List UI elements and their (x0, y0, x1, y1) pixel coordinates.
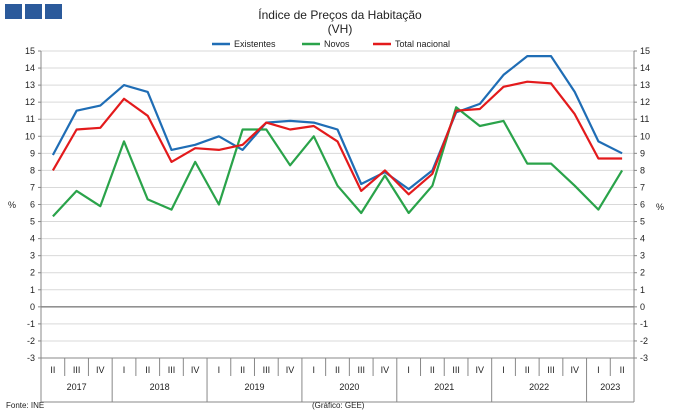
y-tick-label-right: 13 (640, 80, 650, 90)
y-tick-label-left: -3 (27, 353, 35, 363)
quarter-label: I (597, 365, 600, 375)
y-tick-label-right: 3 (640, 251, 645, 261)
y-tick-label-right: -3 (640, 353, 648, 363)
y-tick-label-left: 8 (30, 165, 35, 175)
logo-block (45, 4, 62, 19)
chart-subtitle: (VH) (327, 22, 353, 36)
quarter-label: I (313, 365, 316, 375)
y-tick-label-left: -1 (27, 319, 35, 329)
y-tick-label-left: 5 (30, 217, 35, 227)
legend-label: Existentes (234, 39, 276, 49)
y-tick-label-left: 11 (26, 114, 35, 124)
quarter-label: II (430, 365, 435, 375)
y-tick-label-right: 8 (640, 165, 645, 175)
quarter-label: III (168, 365, 176, 375)
quarter-label: II (525, 365, 530, 375)
y-tick-label-left: 2 (30, 268, 35, 278)
y-tick-label-right: 6 (640, 200, 645, 210)
y-tick-label-left: 9 (30, 148, 35, 158)
quarter-label: II (335, 365, 340, 375)
y-tick-label-left: 0 (30, 302, 35, 312)
y-axis-label-left: % (8, 200, 16, 210)
y-tick-label-right: 10 (640, 131, 650, 141)
quarter-label: I (218, 365, 221, 375)
quarter-label: III (452, 365, 460, 375)
y-tick-label-right: -1 (640, 319, 648, 329)
y-tick-label-right: -2 (640, 336, 648, 346)
year-label: 2021 (434, 382, 454, 392)
y-tick-label-left: 1 (30, 285, 35, 295)
chart-credit: (Gráfico: GEE) (312, 401, 365, 410)
y-tick-label-left: -2 (27, 336, 35, 346)
quarter-label: II (620, 365, 625, 375)
y-tick-label-left: 14 (25, 63, 35, 73)
quarter-label: IV (96, 365, 105, 375)
year-label: 2023 (600, 382, 620, 392)
quarter-label: IV (191, 365, 200, 375)
y-tick-label-right: 2 (640, 268, 645, 278)
y-tick-label-right: 1 (640, 285, 645, 295)
y-tick-label-right: 7 (640, 182, 645, 192)
y-tick-label-right: 11 (640, 114, 649, 124)
quarter-label: II (50, 365, 55, 375)
y-tick-label-right: 14 (640, 63, 650, 73)
y-tick-label-right: 9 (640, 148, 645, 158)
series-line-existentes (51, 54, 623, 191)
series-line-novos (52, 106, 624, 218)
y-tick-label-left: 7 (30, 182, 35, 192)
year-label: 2020 (339, 382, 359, 392)
quarter-label: III (73, 365, 81, 375)
y-tick-label-right: 4 (640, 234, 645, 244)
y-axis-label-right: % (656, 202, 664, 212)
quarter-label: III (263, 365, 271, 375)
quarter-label: I (502, 365, 505, 375)
chart-title: Índice de Preços da Habitação (258, 8, 422, 22)
legend-label: Novos (324, 39, 350, 49)
quarter-label: IV (476, 365, 485, 375)
y-tick-label-left: 3 (30, 251, 35, 261)
y-tick-label-right: 15 (640, 46, 650, 56)
quarter-label: III (547, 365, 555, 375)
y-tick-label-left: 6 (30, 200, 35, 210)
y-tick-label-left: 12 (25, 97, 35, 107)
quarter-label: IV (286, 365, 295, 375)
legend-label: Total nacional (395, 39, 450, 49)
quarter-label: IV (570, 365, 579, 375)
y-tick-label-right: 12 (640, 97, 650, 107)
quarter-label: II (145, 365, 150, 375)
quarter-label: II (240, 365, 245, 375)
y-tick-label-left: 10 (25, 131, 35, 141)
y-tick-label-left: 13 (25, 80, 35, 90)
institution-logo-icon (5, 4, 62, 19)
y-tick-label-right: 5 (640, 217, 645, 227)
y-tick-label-right: 0 (640, 302, 645, 312)
quarter-label: III (357, 365, 365, 375)
quarter-label: I (407, 365, 410, 375)
y-tick-label-left: 15 (25, 46, 35, 56)
logo-block (5, 4, 22, 19)
year-label: 2019 (244, 382, 264, 392)
source-note: Fonte: INE (6, 401, 45, 410)
y-tick-label-left: 4 (30, 234, 35, 244)
year-label: 2017 (67, 382, 87, 392)
quarter-label: I (123, 365, 126, 375)
logo-block (25, 4, 42, 19)
year-label: 2022 (529, 382, 549, 392)
series-line-total-nacional (51, 80, 623, 196)
quarter-label: IV (381, 365, 390, 375)
year-label: 2018 (150, 382, 170, 392)
